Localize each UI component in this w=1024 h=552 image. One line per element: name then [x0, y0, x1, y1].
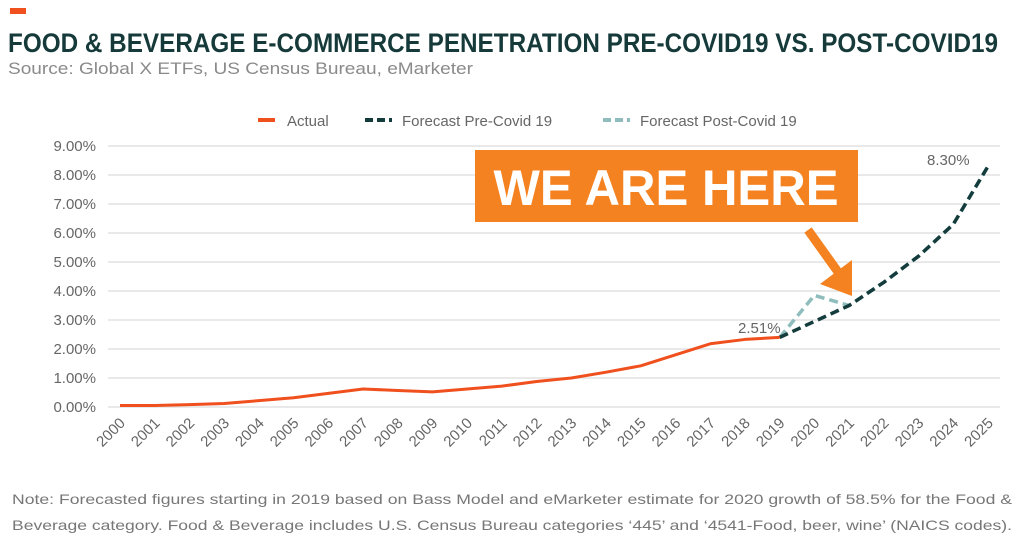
x-tick-label: 2020 [788, 415, 824, 451]
x-tick-label: 2009 [406, 415, 442, 451]
y-tick-label: 8.00% [53, 167, 96, 184]
note-line-1: Note: Forecasted figures starting in 201… [12, 491, 1013, 507]
x-tick-label: 2007 [336, 415, 372, 451]
y-tick-label: 7.00% [53, 196, 96, 213]
chart-source: Source: Global X ETFs, US Census Bureau,… [8, 59, 473, 78]
note-line-2: Beverage category. Food & Beverage inclu… [12, 517, 1012, 533]
chart-title: FOOD & BEVERAGE E-COMMERCE PENETRATION P… [8, 28, 998, 58]
x-tick-label: 2004 [232, 415, 268, 451]
x-tick-label: 2005 [267, 415, 303, 451]
arrow-icon [804, 227, 852, 296]
y-tick-label: 3.00% [53, 312, 96, 329]
x-tick-label: 2015 [614, 415, 650, 451]
y-tick-label: 0.00% [53, 399, 96, 416]
x-tick-label: 2003 [197, 415, 233, 451]
x-tick-label: 2013 [545, 415, 581, 451]
callout-text: WE ARE HERE [494, 160, 839, 216]
annotation-2025: 8.30% [927, 152, 970, 169]
x-tick-label: 2016 [649, 415, 685, 451]
x-tick-label: 2014 [579, 415, 615, 451]
brand-mark [10, 8, 26, 14]
y-tick-label: 2.00% [53, 341, 96, 358]
x-tick-label: 2000 [93, 415, 129, 451]
legend-pre: Forecast Pre-Covid 19 [402, 113, 552, 130]
x-tick-label: 2024 [926, 415, 962, 451]
series-actual [120, 335, 780, 408]
y-tick-label: 4.00% [53, 283, 96, 300]
series-forecast-pre-covid [778, 165, 990, 339]
legend-actual: Actual [287, 113, 329, 130]
x-tick-label: 2001 [128, 415, 164, 451]
x-tick-label: 2019 [753, 415, 789, 451]
y-tick-label: 5.00% [53, 254, 96, 271]
x-tick-label: 2023 [892, 415, 928, 451]
x-tick-label: 2021 [822, 415, 858, 451]
legend: Actual Forecast Pre-Covid 19 Forecast Po… [258, 113, 797, 130]
x-tick-label: 2022 [857, 415, 893, 451]
x-tick-label: 2008 [371, 415, 407, 451]
y-tick-label: 9.00% [53, 138, 96, 155]
legend-post: Forecast Post-Covid 19 [640, 113, 797, 130]
y-tick-label: 1.00% [53, 370, 96, 387]
x-tick-label: 2002 [163, 415, 199, 451]
x-tick-label: 2017 [683, 415, 719, 451]
annotation-2019: 2.51% [738, 320, 781, 337]
callout: WE ARE HERE [475, 150, 858, 296]
y-tick-label: 6.00% [53, 225, 96, 242]
x-tick-label: 2012 [510, 415, 546, 451]
x-tick-label: 2010 [440, 415, 476, 451]
x-tick-label: 2018 [718, 415, 754, 451]
x-tick-label: 2011 [476, 415, 511, 450]
x-tick-label: 2006 [302, 415, 338, 451]
callout-box [475, 150, 858, 222]
x-tick-label: 2025 [961, 415, 997, 451]
